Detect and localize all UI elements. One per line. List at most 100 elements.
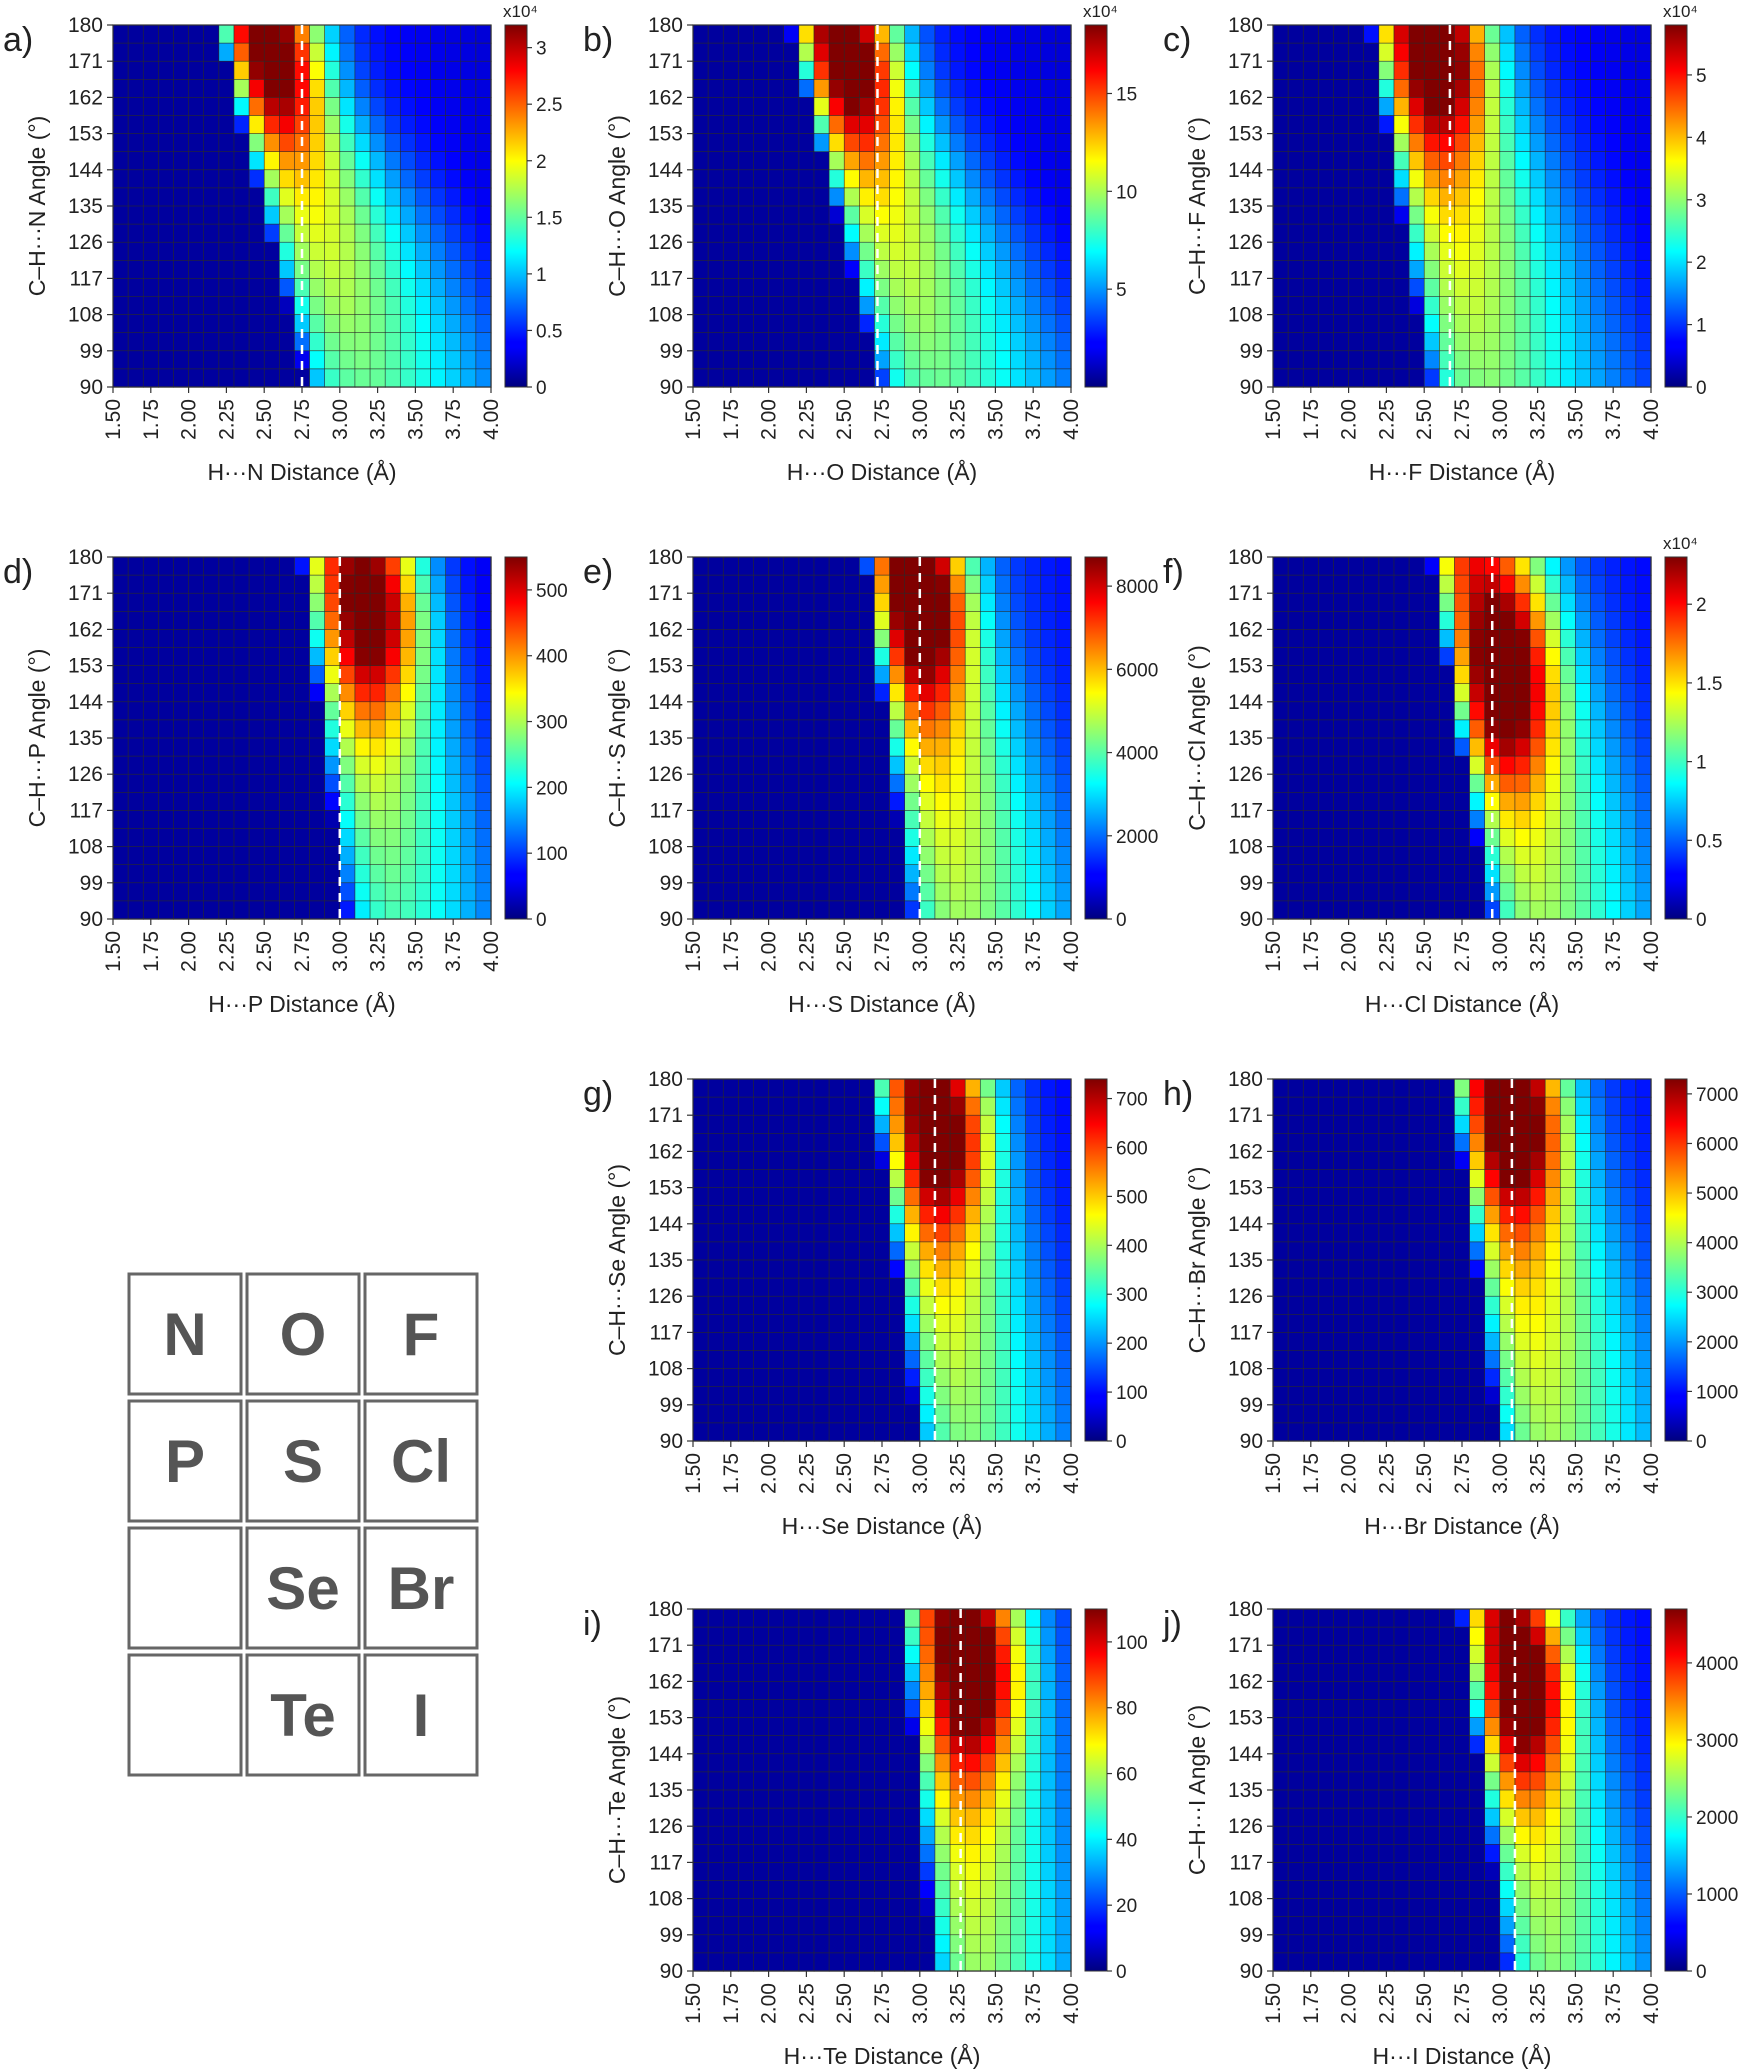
heatmap-cell [1514,42,1531,62]
heatmap-cell [738,1898,755,1918]
heatmap-cell [1620,882,1637,902]
heatmap-cell [1272,1205,1289,1225]
heatmap-cell [1302,755,1319,775]
heatmap-cell [738,1259,755,1279]
x-tick-label: 2.25 [1375,1453,1398,1494]
heatmap-cell [1484,350,1501,370]
heatmap-cell [828,42,845,62]
heatmap-cell [979,205,997,225]
heatmap-cell [1514,791,1531,811]
heatmap-cell [263,791,280,811]
heatmap-cell [203,701,220,721]
heatmap-cell [768,1626,785,1646]
heatmap-cell [203,665,220,685]
panel-label: f) [1163,553,1184,591]
heatmap-cell [203,278,220,298]
heatmap-cell [460,755,477,775]
heatmap-cell [415,205,432,225]
x-axis-label: H···P Distance (Å) [208,990,395,1017]
heatmap-cell [1484,259,1501,279]
heatmap-cell [1302,773,1319,793]
heatmap-cell [1333,1096,1350,1116]
heatmap-cell [1318,1151,1335,1171]
heatmap-cell [934,42,951,62]
heatmap-cell [1514,60,1531,80]
heatmap-cell [1363,223,1380,243]
heatmap-cell [339,791,356,811]
heatmap-cell [828,1644,845,1664]
heatmap-cell [874,1277,891,1297]
heatmap-cell [722,79,739,99]
heatmap-cell [859,610,876,630]
heatmap-cell [1302,647,1319,667]
heatmap-cell [279,828,296,848]
heatmap-cell [309,864,326,884]
heatmap-cell [1544,592,1561,612]
heatmap-cell [1469,97,1486,117]
heatmap-cell [753,332,770,352]
heatmap-cell [112,864,129,884]
heatmap-cell [1040,1862,1057,1882]
heatmap-cell [1348,1078,1365,1098]
heatmap-cell [1605,1078,1622,1098]
heatmap-cell [1040,1151,1057,1171]
heatmap-cell [248,665,265,685]
heatmap-cell [1010,647,1027,667]
heatmap-cell [218,828,235,848]
heatmap-cell [1393,97,1410,117]
heatmap-cell [475,791,492,811]
heatmap-cell [475,610,492,630]
heatmap-cell [112,737,129,757]
heatmap-cell [768,791,785,811]
heatmap-cell [324,846,341,866]
heatmap-cell [964,1934,981,1954]
heatmap-cell [1514,332,1531,352]
heatmap-cell [324,719,341,739]
heatmap-cell [1363,1223,1380,1243]
heatmap-cell [173,755,190,775]
heatmap-cell [1605,882,1622,902]
heatmap-cell [1010,241,1027,261]
heatmap-cell [828,169,845,189]
heatmap-cell [995,1223,1012,1243]
heatmap-cell [324,314,341,334]
heatmap-cell [1010,864,1027,884]
heatmap-cell [859,350,876,370]
heatmap-cell [813,1880,830,1900]
heatmap-cell [1025,629,1042,649]
heatmap-cell [188,665,205,685]
heatmap-cell [738,259,755,279]
heatmap-cell [1590,1332,1607,1352]
heatmap-cell [1484,1386,1501,1406]
panel-label: g) [583,1075,613,1113]
heatmap-cell [1423,791,1440,811]
heatmap-cell [889,1314,906,1334]
heatmap-cell [783,169,800,189]
heatmap-cell [460,332,477,352]
heatmap-cell [1514,737,1531,757]
heatmap-cell [415,278,432,298]
heatmap-cell [415,719,432,739]
heatmap-cell [1499,665,1516,685]
heatmap-cell [203,828,220,848]
heatmap-cell [919,1753,936,1773]
heatmap-cell [1575,701,1592,721]
heatmap-cell [934,1626,951,1646]
heatmap-cell [1423,1386,1440,1406]
x-tick-label: 4.00 [1060,1453,1083,1494]
heatmap-cell [1025,1898,1042,1918]
heatmap-cell [1393,1259,1410,1279]
heatmap-cell [813,350,830,370]
heatmap-cell [188,314,205,334]
heatmap-cell [1469,610,1486,630]
heatmap-cell [1529,1078,1546,1098]
y-axis-label: C–H···Cl Angle (°) [1184,645,1210,831]
heatmap-cell [1348,773,1365,793]
heatmap-cell [1010,1332,1027,1352]
heatmap-cell [1575,647,1592,667]
heatmap-cell [475,864,492,884]
heatmap-cell [798,1644,815,1664]
heatmap-cell [1454,882,1471,902]
heatmap-cell [1040,1789,1057,1809]
